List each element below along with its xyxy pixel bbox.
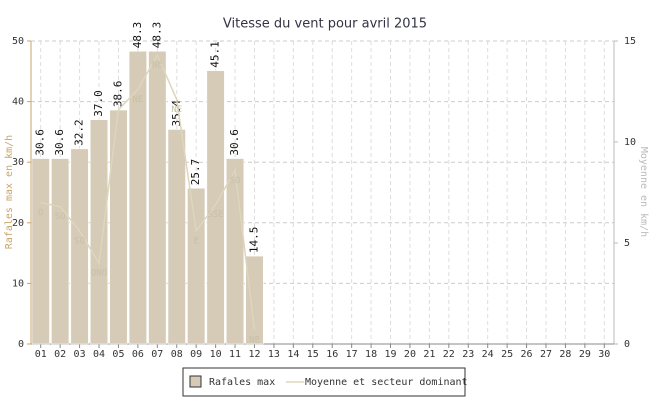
value-label: 25.7 (189, 159, 202, 186)
y2-axis-label: Moyenne en km/h (638, 147, 649, 237)
x-tick-label: 06 (132, 349, 144, 360)
y-tick-label: 0 (18, 339, 24, 350)
legend-label: Rafales max (209, 377, 275, 388)
x-tick-label: 07 (151, 349, 163, 360)
bar (51, 158, 70, 345)
x-tick-label: 10 (210, 349, 222, 360)
bar (128, 51, 147, 345)
legend-swatch (189, 375, 202, 388)
bar (187, 188, 206, 345)
x-tick-label: 25 (501, 349, 513, 360)
value-label: 30.6 (34, 129, 47, 156)
y-axis-label: Rafales max en km/h (4, 135, 15, 249)
y-tick-label: 10 (12, 278, 24, 289)
direction-label: ONO (91, 269, 107, 279)
x-tick-label: 20 (404, 349, 416, 360)
bar (70, 148, 89, 345)
direction-label: SO (55, 212, 66, 222)
y-tick-label: 40 (12, 97, 24, 108)
legend-label: Moyenne et secteur dominant (305, 377, 468, 388)
y2-tick-label: 10 (624, 137, 636, 148)
legend-box (182, 367, 466, 397)
x-tick-label: 12 (248, 349, 260, 360)
direction-label: NE (249, 335, 260, 345)
chart-title: Vitesse du vent pour avril 2015 (223, 17, 427, 32)
direction-label: SO (230, 176, 241, 186)
value-label: 30.6 (228, 129, 241, 156)
x-tick-label: 11 (229, 349, 241, 360)
x-tick-label: 14 (287, 349, 299, 360)
value-label: 37.0 (92, 90, 105, 117)
direction-label: SSE (207, 210, 223, 220)
x-tick-label: 01 (35, 349, 47, 360)
bar (109, 109, 128, 345)
x-tick-label: 16 (326, 349, 338, 360)
x-tick-label: 08 (171, 349, 183, 360)
y-tick-label: 50 (12, 36, 24, 47)
bar (148, 51, 167, 345)
bar (206, 70, 225, 345)
value-label: 14.5 (247, 227, 260, 254)
x-tick-label: 23 (462, 349, 474, 360)
bar (167, 129, 186, 345)
x-tick-label: 03 (74, 349, 86, 360)
x-tick-label: 30 (598, 349, 610, 360)
y-tick-label: 20 (12, 218, 24, 229)
direction-label: O (38, 208, 43, 218)
x-tick-label: 24 (482, 349, 494, 360)
value-label: 32.2 (73, 119, 86, 146)
bar (31, 158, 50, 345)
value-label: 30.6 (53, 129, 66, 156)
y2-tick-label: 0 (624, 339, 630, 350)
x-tick-label: 29 (579, 349, 591, 360)
x-tick-label: 27 (540, 349, 552, 360)
value-label: 48.3 (150, 22, 163, 49)
x-tick-label: 05 (112, 349, 124, 360)
x-tick-label: 15 (307, 349, 319, 360)
x-tick-label: 21 (423, 349, 435, 360)
y-tick-label: 30 (12, 157, 24, 168)
direction-label: E (193, 236, 198, 246)
x-tick-label: 09 (190, 349, 202, 360)
x-tick-label: 28 (559, 349, 571, 360)
bar (226, 158, 245, 345)
x-tick-label: 19 (384, 349, 396, 360)
x-tick-label: 02 (54, 349, 66, 360)
x-tick-label: 04 (93, 349, 105, 360)
line (40, 53, 256, 330)
x-tick-label: 22 (443, 349, 455, 360)
direction-label: NE (152, 61, 163, 71)
x-tick-label: 17 (346, 349, 358, 360)
bar (90, 119, 109, 345)
y2-tick-label: 5 (624, 238, 630, 249)
x-tick-label: 18 (365, 349, 377, 360)
value-label: 45.1 (209, 41, 222, 68)
y2-tick-label: 15 (624, 36, 636, 47)
bar (245, 255, 264, 345)
x-tick-label: 26 (521, 349, 533, 360)
x-tick-label: 13 (268, 349, 280, 360)
direction-label: NE (171, 105, 182, 115)
value-label: 48.3 (131, 22, 144, 49)
direction-label: SO (74, 236, 85, 246)
direction-label: NE (132, 95, 143, 105)
value-label: 38.6 (111, 81, 124, 108)
